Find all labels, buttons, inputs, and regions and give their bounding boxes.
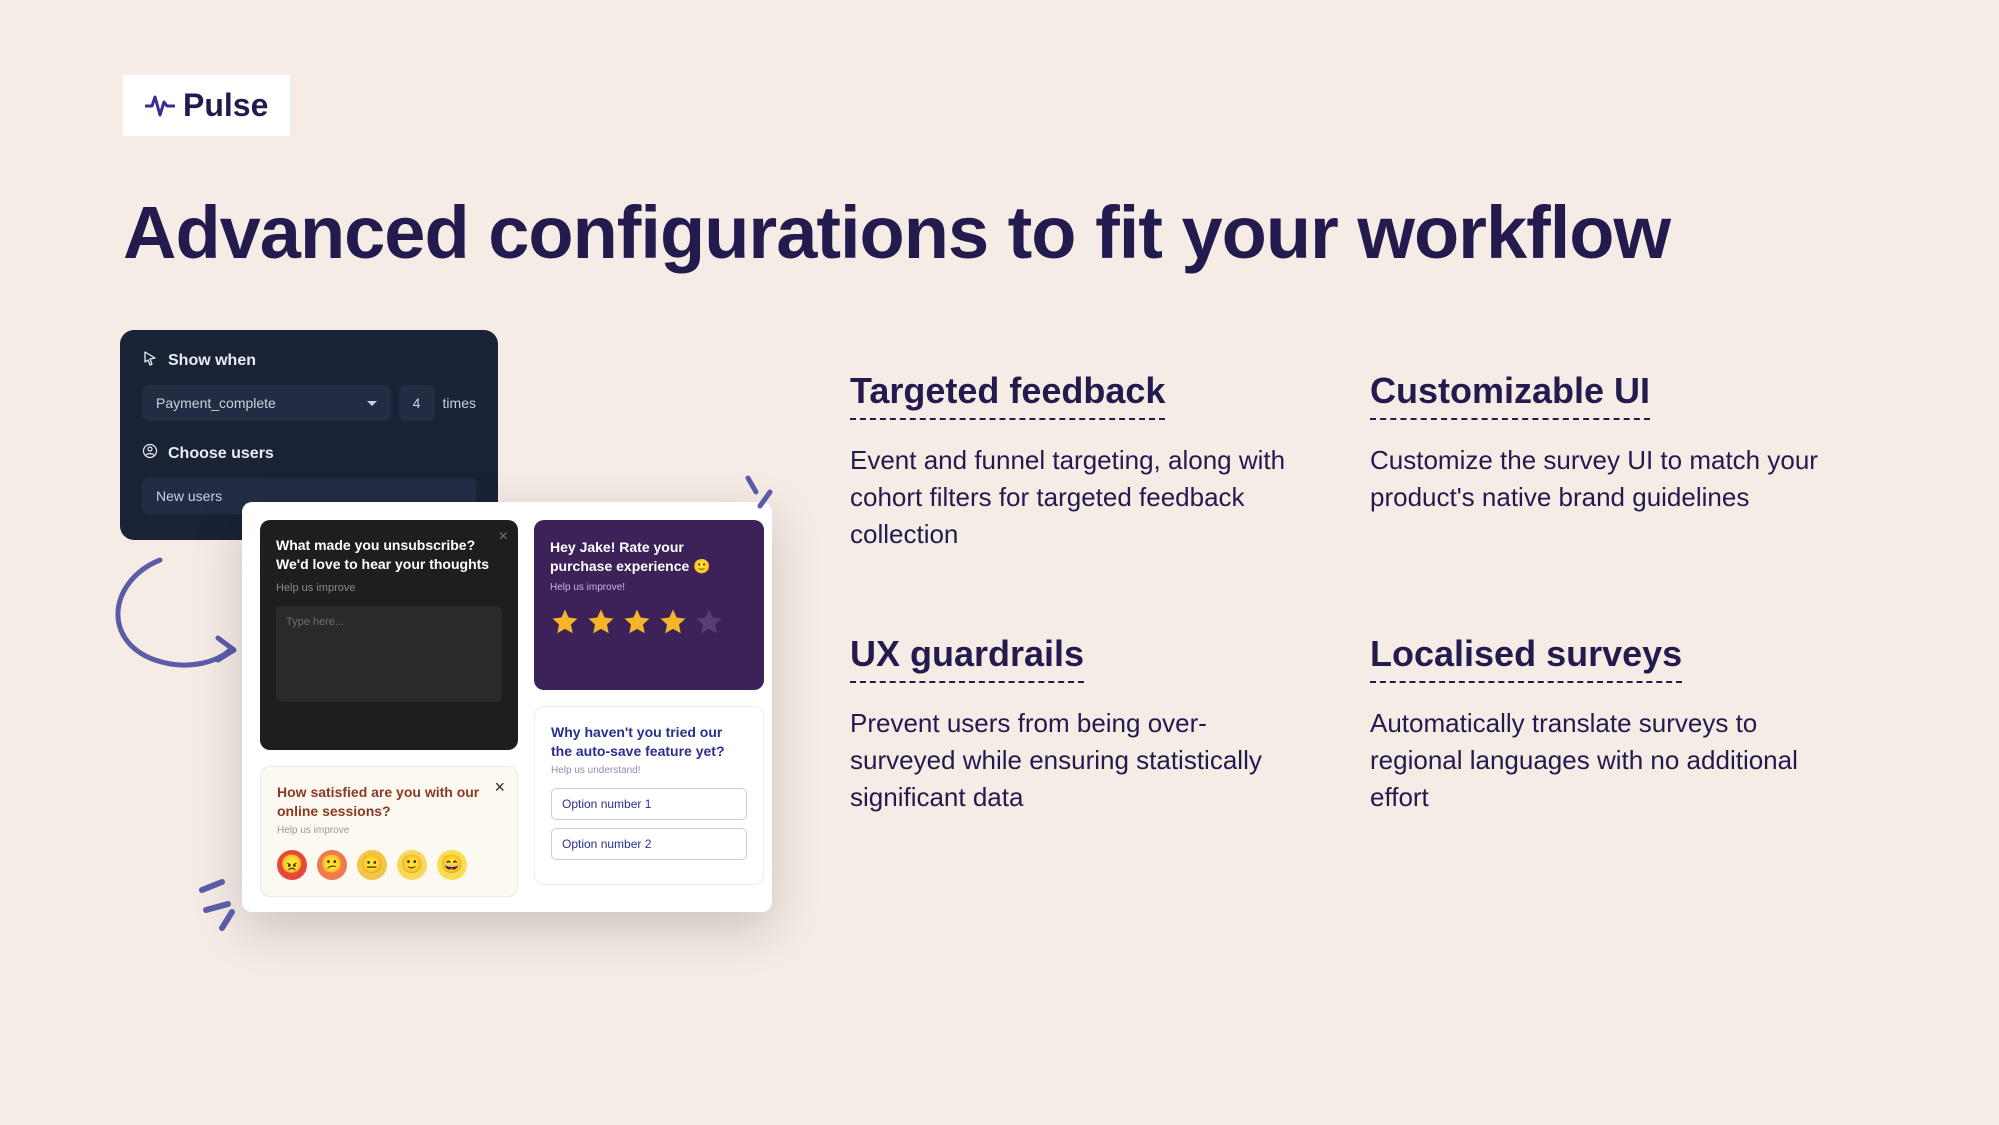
feature-item: Localised surveys Automatically translate…	[1370, 633, 1830, 816]
pulse-icon	[145, 94, 175, 118]
arrow-doodle-icon	[100, 550, 250, 690]
survey-title: Why haven't you tried our the auto-save …	[551, 723, 747, 761]
feature-title: UX guardrails	[850, 633, 1084, 683]
survey-subtitle: Help us improve!	[550, 582, 748, 593]
feature-body: Event and funnel targeting, along with c…	[850, 442, 1310, 553]
close-icon[interactable]: ×	[499, 528, 508, 546]
emoji-rating[interactable]: 😠 😕 😐 🙂 😄	[277, 850, 501, 880]
feature-title: Customizable UI	[1370, 370, 1650, 420]
users-select-value: New users	[156, 488, 222, 504]
page-headline: Advanced configurations to fit your work…	[123, 190, 1670, 275]
sparkle-icon	[740, 470, 790, 530]
feature-body: Prevent users from being over-surveyed w…	[850, 705, 1310, 816]
feature-item: UX guardrails Prevent users from being ov…	[850, 633, 1310, 816]
emoji-face[interactable]: 😄	[437, 850, 467, 880]
count-suffix: times	[443, 395, 476, 411]
survey-subtitle: Help us improve	[277, 825, 501, 836]
emoji-face[interactable]: 😠	[277, 850, 307, 880]
survey-option[interactable]: Option number 2	[551, 828, 747, 860]
star-icon[interactable]	[550, 607, 580, 637]
show-when-label: Show when	[142, 350, 476, 371]
survey-option[interactable]: Option number 1	[551, 788, 747, 820]
star-icon[interactable]	[586, 607, 616, 637]
count-input[interactable]: 4	[399, 385, 435, 421]
feature-item: Customizable UI Customize the survey UI t…	[1370, 370, 1830, 553]
user-icon	[142, 443, 158, 464]
emoji-face[interactable]: 😐	[357, 850, 387, 880]
textarea-placeholder: Type here...	[286, 616, 344, 628]
emoji-face[interactable]: 😕	[317, 850, 347, 880]
choose-users-text: Choose users	[168, 445, 274, 463]
sparkle-icon	[192, 870, 262, 940]
feature-body: Customize the survey UI to match your pr…	[1370, 442, 1830, 516]
feature-body: Automatically translate surveys to regio…	[1370, 705, 1830, 816]
show-when-text: Show when	[168, 352, 256, 370]
cursor-icon	[142, 350, 158, 371]
feature-grid: Targeted feedback Event and funnel target…	[850, 370, 1860, 815]
mockup-stage: Show when Payment_complete 4 times Choos…	[120, 330, 800, 970]
survey-card-unsubscribe: × What made you unsubscribe? We'd love t…	[260, 520, 518, 750]
emoji-face[interactable]: 🙂	[397, 850, 427, 880]
choose-users-label: Choose users	[142, 443, 476, 464]
survey-subtitle: Help us understand!	[551, 765, 747, 776]
survey-card-rating: Hey Jake! Rate your purchase experience …	[534, 520, 764, 690]
count-value: 4	[413, 395, 421, 411]
survey-title: What made you unsubscribe? We'd love to …	[276, 536, 502, 574]
survey-card-options: Why haven't you tried our the auto-save …	[534, 706, 764, 885]
feature-title: Localised surveys	[1370, 633, 1682, 683]
survey-subtitle: Help us improve	[276, 582, 502, 594]
survey-title: Hey Jake! Rate your purchase experience …	[550, 538, 748, 576]
close-icon[interactable]: ×	[494, 777, 505, 798]
star-icon[interactable]	[694, 607, 724, 637]
event-select[interactable]: Payment_complete	[142, 385, 391, 421]
star-rating[interactable]	[550, 607, 748, 637]
survey-title: How satisfied are you with our online se…	[277, 783, 501, 821]
brand-logo: Pulse	[123, 75, 290, 136]
star-icon[interactable]	[658, 607, 688, 637]
event-select-value: Payment_complete	[156, 395, 276, 411]
feedback-textarea[interactable]: Type here...	[276, 606, 502, 702]
feature-title: Targeted feedback	[850, 370, 1165, 420]
chevron-down-icon	[367, 401, 377, 406]
feature-item: Targeted feedback Event and funnel target…	[850, 370, 1310, 553]
star-icon[interactable]	[622, 607, 652, 637]
survey-preview-panel: × What made you unsubscribe? We'd love t…	[242, 502, 772, 912]
brand-name: Pulse	[183, 87, 268, 124]
survey-card-emoji: × How satisfied are you with our online …	[260, 766, 518, 897]
